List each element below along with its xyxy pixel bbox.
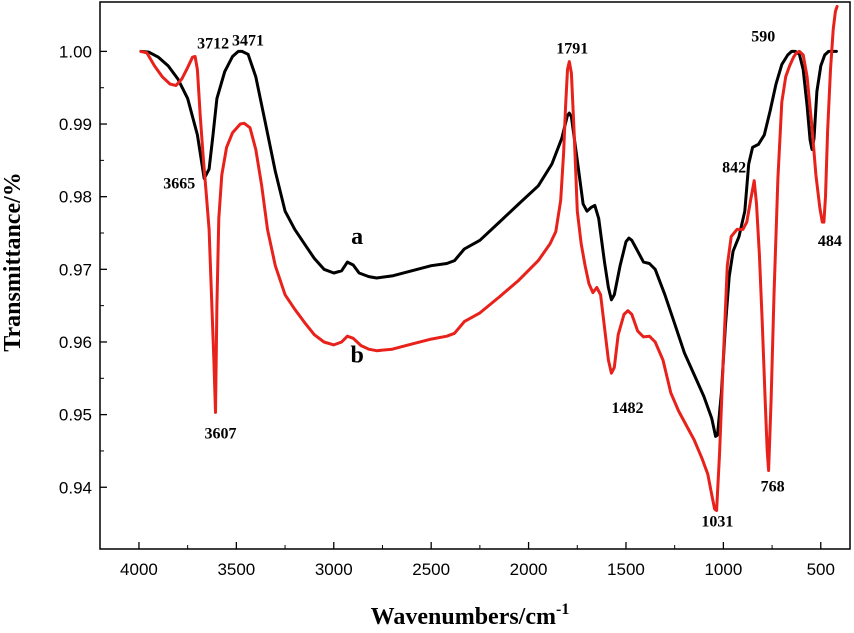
peak-label-768: 768	[761, 479, 785, 496]
series-line-b	[139, 4, 839, 512]
y-tick-label: 0.95	[59, 406, 92, 425]
peak-label-1031: 1031	[701, 513, 733, 530]
peak-annotations: 3712 3471 3665 3607 1791 1482 1031 842 768 590 484…	[163, 0, 849, 530]
peak-label-484: 484	[818, 233, 842, 250]
y-axis-ticks: 0.94 0.95 0.96 0.97 0.98 0.99 1.00	[59, 42, 107, 497]
x-tick-label: 3500	[217, 560, 255, 579]
plot-frame	[99, 1, 851, 550]
y-tick-label: 0.96	[59, 333, 92, 352]
y-tick-label: 0.98	[59, 188, 92, 207]
series-line-a	[139, 49, 838, 438]
x-tick-label: 1500	[607, 560, 645, 579]
peak-label-3712: 3712	[197, 35, 229, 52]
peak-label-1791: 1791	[556, 41, 588, 58]
y-tick-label: 1.00	[59, 42, 92, 61]
series-layer	[139, 4, 839, 512]
peak-label-3607: 3607	[205, 425, 237, 442]
x-tick-label: 3000	[315, 560, 353, 579]
y-tick-label: 0.94	[59, 478, 92, 497]
peak-label-3665: 3665	[163, 176, 195, 193]
curve-label-a: a	[351, 224, 363, 250]
peak-label-842: 842	[722, 160, 746, 177]
x-axis-ticks: 4000 3500 3000 2500 2000 1500 1000 500	[120, 542, 835, 579]
peak-label-590: 590	[751, 28, 775, 45]
curve-labels: ab	[350, 224, 363, 368]
curve-label-b: b	[350, 342, 363, 368]
y-tick-label: 0.97	[59, 260, 92, 279]
y-tick-label: 0.99	[59, 115, 92, 134]
peak-label-3471: 3471	[232, 32, 264, 49]
x-tick-label: 500	[807, 560, 835, 579]
x-tick-label: 4000	[120, 560, 158, 579]
x-tick-label: 1000	[704, 560, 742, 579]
x-axis-title-superscript: -1	[556, 601, 569, 618]
peak-label-416: 416	[825, 0, 849, 2]
y-axis-title: Transmittance/%	[0, 172, 26, 352]
x-axis-title-text: Wavenumbers/cm	[371, 604, 556, 630]
x-axis-title: Wavenumbers/cm-1	[371, 601, 570, 630]
x-tick-label: 2500	[412, 560, 450, 579]
x-tick-label: 2000	[510, 560, 548, 579]
peak-label-1482: 1482	[611, 400, 643, 417]
